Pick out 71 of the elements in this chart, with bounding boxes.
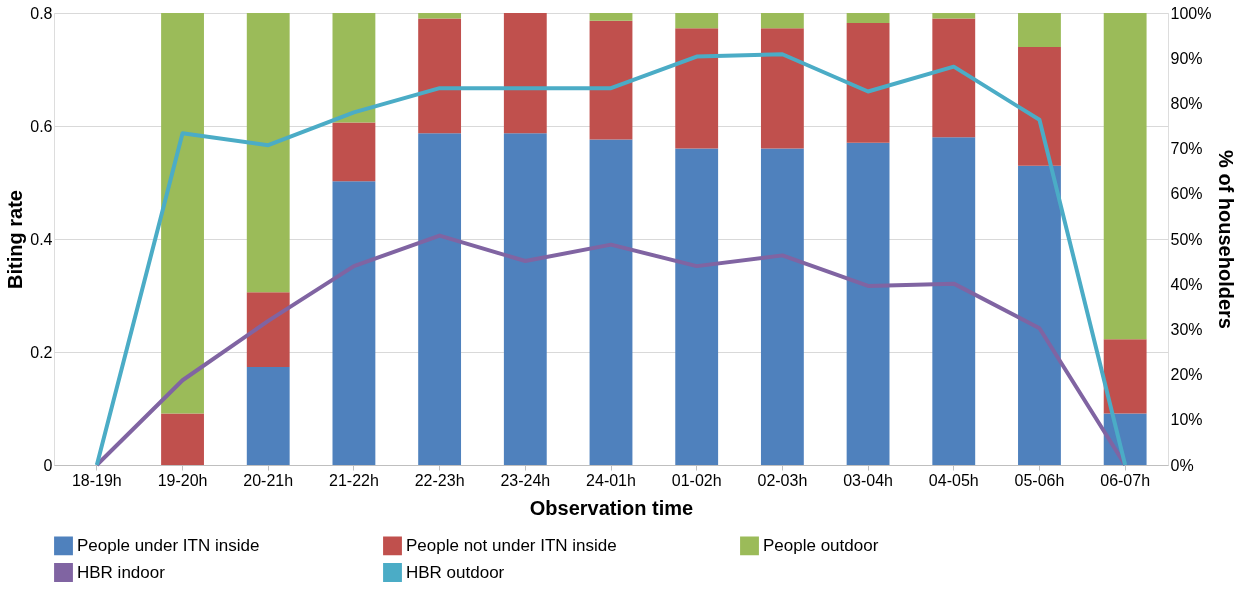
bar — [932, 18, 976, 138]
y2-tick-label: 20% — [1170, 366, 1203, 384]
bar — [675, 148, 719, 465]
y2-axis-title: % of householders — [1215, 150, 1238, 329]
bar — [503, 133, 547, 465]
y2-tick-label: 50% — [1170, 230, 1203, 248]
y-axis-title: Biting rate — [4, 190, 27, 289]
legend-label: People outdoor — [763, 535, 879, 555]
y-tick-label: 0 — [43, 456, 53, 474]
x-tick-label: 20-21h — [243, 471, 294, 489]
x-tick-label: 06-07h — [1100, 471, 1151, 489]
x-tick-label: 22-23h — [414, 471, 465, 489]
bar — [932, 13, 976, 19]
bar — [675, 13, 719, 29]
bar — [1103, 339, 1147, 414]
bar — [1018, 13, 1061, 47]
y2-tick-label: 10% — [1170, 411, 1203, 429]
legend-label: People not under ITN inside — [406, 535, 617, 555]
y-tick-label: 0.6 — [30, 117, 53, 135]
x-tick-label: 04-05h — [928, 471, 979, 489]
bar — [846, 22, 890, 143]
x-axis-title: Observation time — [529, 496, 694, 519]
line-series — [94, 52, 1128, 467]
y2-tick-label: 60% — [1170, 185, 1203, 203]
bar — [246, 292, 290, 367]
x-tick-label: 02-03h — [757, 471, 808, 489]
bar — [760, 13, 804, 29]
legend-label: HBR outdoor — [406, 562, 505, 582]
bar — [846, 13, 890, 23]
bar — [161, 413, 204, 465]
y2-tick-label: 70% — [1170, 140, 1203, 158]
x-tick-label: 19-20h — [157, 471, 208, 489]
bar — [675, 28, 719, 149]
y2-tick-label: 40% — [1170, 275, 1203, 293]
y-tick-label: 0.2 — [30, 343, 53, 361]
y2-tick-label: 100% — [1170, 4, 1212, 22]
bar — [418, 133, 462, 465]
bar — [332, 13, 376, 123]
bar — [1018, 165, 1061, 465]
x-tick-label: 23-24h — [500, 471, 551, 489]
bar — [589, 20, 633, 140]
x-tick-label: 05-06h — [1014, 471, 1065, 489]
bar — [332, 122, 376, 182]
y2-tick-label: 0% — [1170, 456, 1194, 474]
y2-tick-label: 80% — [1170, 94, 1203, 112]
y2-tick-label: 30% — [1170, 320, 1203, 338]
bar — [246, 13, 290, 293]
y-tick-label: 0.4 — [30, 230, 53, 248]
x-tick-label: 24-01h — [586, 471, 636, 489]
legend-label: HBR indoor — [77, 562, 166, 582]
y2-tick-label: 90% — [1170, 49, 1203, 67]
x-tick-label: 01-02h — [671, 471, 722, 489]
bar — [332, 181, 376, 465]
bar — [503, 13, 547, 134]
bar — [1018, 46, 1061, 166]
bar — [846, 142, 890, 465]
bar — [1103, 13, 1147, 340]
x-tick-label: 03-04h — [843, 471, 893, 489]
bar — [760, 28, 804, 149]
x-tick-label: 18-19h — [71, 471, 122, 489]
bar — [161, 13, 204, 414]
bar — [418, 13, 462, 19]
y-tick-label: 0.8 — [30, 4, 53, 22]
bar — [246, 366, 290, 465]
bar — [418, 18, 462, 134]
legend-label: People under ITN inside — [77, 535, 260, 555]
bar — [760, 148, 804, 465]
bar — [589, 13, 633, 21]
bar — [932, 137, 976, 465]
x-tick-label: 21-22h — [329, 471, 379, 489]
bar — [589, 139, 633, 465]
